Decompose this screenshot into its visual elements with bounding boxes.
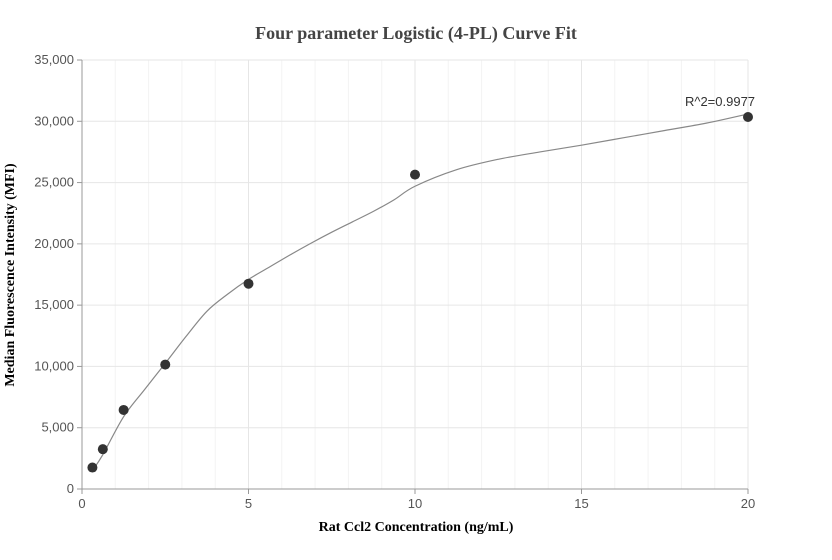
y-tick-label: 30,000 bbox=[34, 113, 74, 128]
y-tick-label: 0 bbox=[67, 481, 74, 496]
y-tick-label: 35,000 bbox=[34, 52, 74, 67]
data-point[interactable] bbox=[410, 169, 420, 180]
data-points bbox=[87, 111, 753, 473]
y-axis-title: Median Fluorescence Intensity (MFI) bbox=[3, 163, 18, 387]
x-tick-label: 15 bbox=[574, 496, 588, 511]
x-tick-label: 0 bbox=[78, 496, 85, 511]
data-point[interactable] bbox=[243, 278, 254, 289]
x-tick-label: 10 bbox=[408, 496, 422, 511]
fit-curve-line bbox=[91, 113, 749, 471]
y-tick-label: 20,000 bbox=[34, 236, 74, 251]
y-tick-label: 5,000 bbox=[41, 420, 74, 435]
r-squared-annotation: R^2=0.9977 bbox=[685, 94, 755, 109]
y-tick-label: 15,000 bbox=[34, 297, 74, 312]
data-point[interactable] bbox=[160, 359, 171, 370]
data-point[interactable] bbox=[87, 462, 98, 473]
y-tick-label: 10,000 bbox=[34, 358, 74, 373]
data-point[interactable] bbox=[743, 111, 753, 122]
y-tick-label: 25,000 bbox=[34, 175, 74, 190]
grid bbox=[82, 59, 749, 489]
x-tick-label: 5 bbox=[245, 496, 252, 511]
x-tick-label: 20 bbox=[741, 496, 755, 511]
data-point[interactable] bbox=[97, 444, 108, 455]
axes: 0 5,000 10,000 15,000 20,000 25,000 30,000 35,0… bbox=[34, 52, 755, 511]
data-point[interactable] bbox=[118, 404, 129, 415]
x-axis-title: Rat Ccl2 Concentration (ng/mL) bbox=[319, 520, 514, 535]
chart-title: Four parameter Logistic (4-PL) Curve Fit bbox=[255, 23, 577, 44]
